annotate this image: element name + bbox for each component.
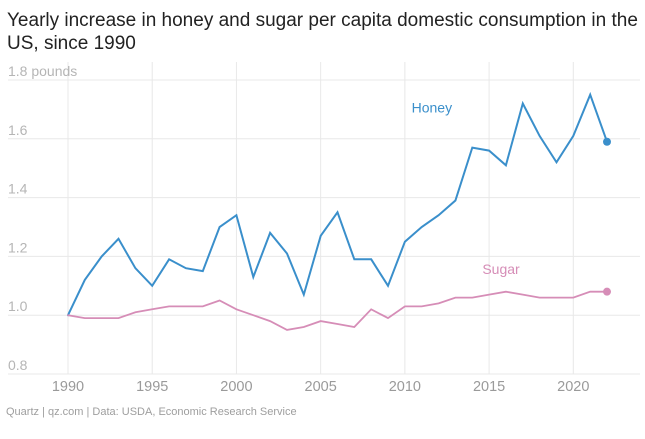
chart-title: Yearly increase in honey and sugar per c…: [7, 10, 638, 54]
chart-footer: Quartz | qz.com | Data: USDA, Economic R…: [6, 406, 297, 418]
series-layer: Honey Sugar: [67, 91, 611, 331]
footer-brand: Quartz | qz.com: [6, 406, 84, 418]
y-tick-label: 1.6: [8, 122, 28, 138]
x-tick-label: 2015: [473, 379, 505, 395]
x-tick-label: 1995: [136, 379, 168, 395]
y-tick-label: 1.8 pounds: [8, 63, 77, 79]
y-tick-label: 1.0: [8, 298, 28, 314]
x-tick-label: 1990: [52, 379, 84, 395]
sugar-series-label: Sugar: [482, 261, 520, 277]
x-axis-ticks: 1990 1995 2000 2005 2010 2015 2020: [52, 379, 590, 395]
y-tick-label: 1.2: [8, 239, 28, 255]
footer-separator: |: [86, 406, 90, 418]
y-tick-label: 0.8: [8, 357, 28, 373]
grid-layer: [8, 62, 640, 375]
x-tick-label: 2000: [220, 379, 252, 395]
honey-series-label: Honey: [412, 99, 452, 115]
honey-series-line: [67, 91, 608, 317]
y-axis-ticks: 0.8 1.0 1.2 1.4 1.6 1.8 pounds: [8, 63, 77, 373]
y-tick-label: 1.4: [8, 181, 28, 197]
x-tick-label: 2010: [389, 379, 421, 395]
sugar-series-line: [67, 290, 608, 331]
footer-source: Data: USDA, Economic Research Service: [92, 406, 297, 418]
honey-end-point: [603, 137, 611, 146]
x-tick-label: 2005: [305, 379, 337, 395]
x-tick-label: 2020: [557, 379, 589, 395]
sugar-end-point: [603, 287, 611, 296]
